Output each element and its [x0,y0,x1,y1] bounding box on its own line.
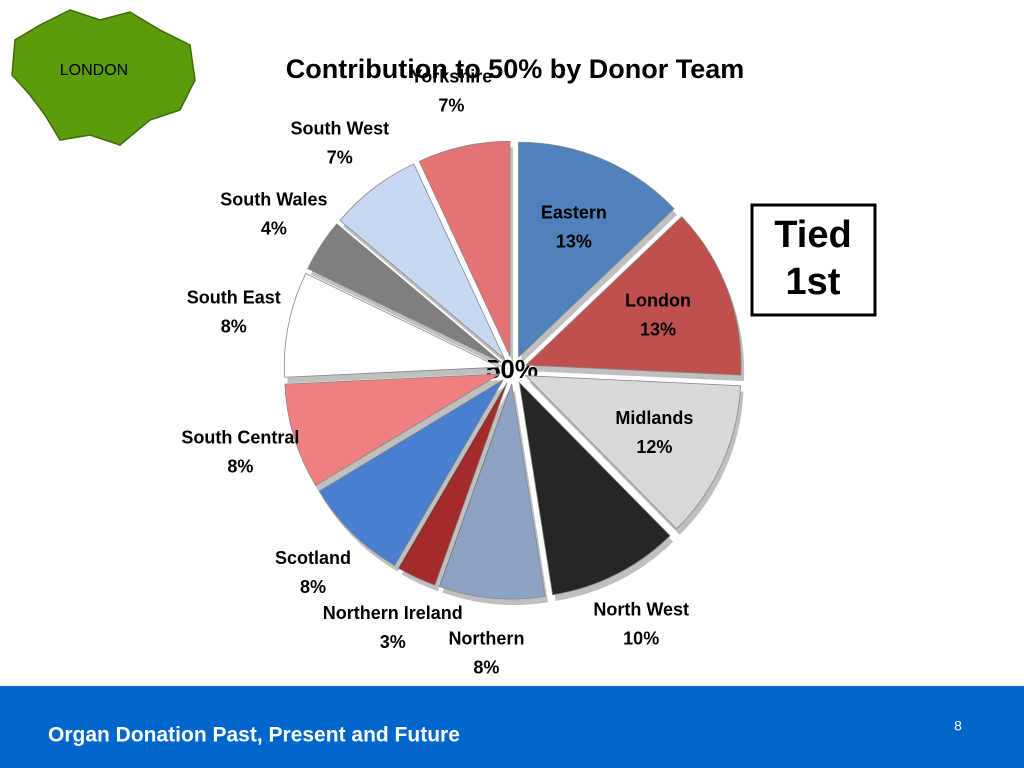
callout-text: 1st [786,261,841,303]
callout-box [750,203,877,317]
slice-value-label: 8% [227,457,253,477]
slice-value-label: 10% [623,628,659,648]
slice-label: South West [290,118,389,138]
slice-label: London [625,291,691,311]
pie-slice [418,140,511,357]
callout-text: Tied [774,214,851,256]
london-map [11,9,196,146]
slice-label: Northern [448,629,524,649]
slice-value-label: 13% [556,231,592,251]
footer-text: Organ Donation Past, Present and Future [48,724,460,747]
slice-label: Northern Ireland [323,603,463,623]
pie-slice [283,272,500,378]
slice-value-label: 12% [636,437,672,457]
slice-value-label: 8% [300,577,326,597]
slice-label: South East [187,288,281,308]
slice-label: Midlands [615,408,693,428]
pie-slice [307,223,502,363]
footer-band [0,686,1024,768]
slice-value-label: 13% [640,320,676,340]
pie-slice [439,383,546,600]
pie-slice [518,141,675,359]
pie-slice [284,373,500,486]
pie-slice [524,375,741,530]
slice-label: Scotland [275,548,351,568]
slice-value-label: 8% [473,658,499,678]
slice-label: South Central [181,428,299,448]
slice-label: Eastern [541,202,607,222]
slice-value-label: 4% [261,219,287,239]
slice-label: South Wales [220,190,327,210]
pie-slice [318,379,504,567]
slice-value-label: 7% [438,95,464,115]
pie: Eastern 13% London 13% Midlands 12% North West… [181,66,745,678]
slice-label: Yorkshire [411,66,493,86]
slice-label: North West [593,599,689,619]
pie-slice [339,163,505,360]
slice-value-label: 3% [380,632,406,652]
page-number: 8 [954,718,962,734]
slice-value-label: 8% [221,317,247,337]
pie-slice [398,382,508,586]
slice-value-label: 7% [327,147,353,167]
chart-title: Contribution to 50% by Donor Team [286,54,745,84]
logo-label: LONDON [60,62,128,79]
pie-slice [518,381,671,596]
pie-slice [525,216,742,376]
